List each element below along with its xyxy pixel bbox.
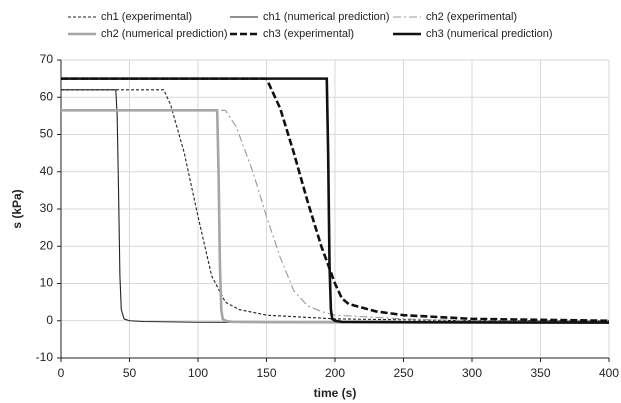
x-tick-label: 150 xyxy=(256,366,276,380)
x-tick-label: 100 xyxy=(188,366,208,380)
y-tick-label: 50 xyxy=(40,127,54,141)
y-tick-label: 30 xyxy=(40,201,54,215)
legend: ch1 (experimental) ch1 (numerical predict… xyxy=(68,11,553,40)
legend-label: ch2 (experimental) xyxy=(426,11,517,23)
x-tick-label: 200 xyxy=(325,366,345,380)
series-line xyxy=(61,89,610,324)
legend-label: ch3 (numerical prediction) xyxy=(426,28,553,40)
x-tick-label: 350 xyxy=(530,366,550,380)
x-tick-label: 50 xyxy=(123,366,137,380)
series-line xyxy=(61,77,610,324)
y-axis-title: s (kPa) xyxy=(10,189,24,228)
series-line xyxy=(61,89,609,322)
y-tick-label: 10 xyxy=(40,276,54,290)
legend-label: ch3 (experimental) xyxy=(263,28,354,40)
y-tick-label: 0 xyxy=(46,313,53,327)
legend-label: ch2 (numerical prediction) xyxy=(101,28,228,40)
y-tick-label: 20 xyxy=(40,238,54,252)
x-tick-label: 0 xyxy=(58,366,65,380)
x-tick-label: 250 xyxy=(393,366,413,380)
y-tick-label: -10 xyxy=(36,350,54,364)
legend-label: ch1 (experimental) xyxy=(101,11,192,23)
y-tick-label: 60 xyxy=(40,89,54,103)
series-line xyxy=(61,109,609,322)
series-line xyxy=(61,77,610,323)
series-line xyxy=(61,108,610,324)
legend-label: ch1 (numerical prediction) xyxy=(263,11,390,23)
x-tick-label: 300 xyxy=(462,366,482,380)
x-axis-title: time (s) xyxy=(314,386,357,400)
y-tick-label: 70 xyxy=(40,52,54,66)
y-tick-label: 40 xyxy=(40,164,54,178)
x-tick-label: 400 xyxy=(599,366,619,380)
